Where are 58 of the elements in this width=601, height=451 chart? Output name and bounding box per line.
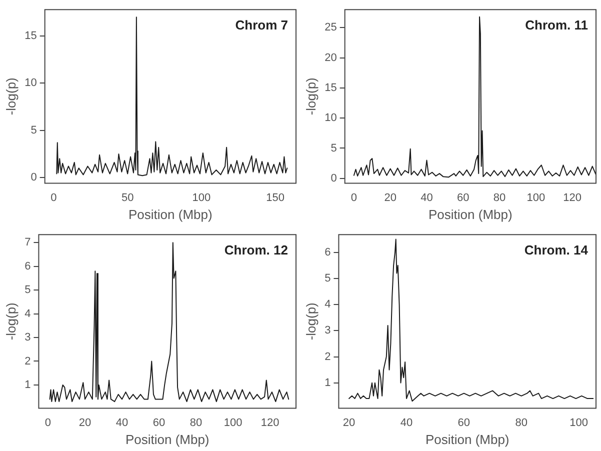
text: Chrom. 12 bbox=[224, 242, 288, 258]
y-tick-label: 0 bbox=[330, 172, 337, 184]
y-tick-label: 5 bbox=[30, 124, 37, 136]
y-tick-label: 0 bbox=[30, 172, 37, 184]
y-axis-title: -log(p) bbox=[303, 302, 318, 340]
y-axis-title: -log(p) bbox=[3, 78, 18, 116]
x-tick-label: 0 bbox=[50, 192, 57, 204]
x-tick-label: 80 bbox=[190, 416, 202, 429]
x-tick-label: 40 bbox=[116, 416, 128, 429]
y-tick-label: 15 bbox=[24, 30, 37, 42]
x-tick-label: 150 bbox=[266, 192, 284, 204]
y-tick-label: 20 bbox=[324, 52, 337, 64]
text: Chrom 7 bbox=[235, 18, 288, 33]
x-tick-label: 60 bbox=[152, 416, 166, 429]
y-tick-label: 2 bbox=[324, 350, 331, 363]
y-tick-label: 6 bbox=[324, 246, 331, 258]
x-tick-label: 40 bbox=[400, 416, 413, 429]
y-tick-label: 1 bbox=[324, 376, 331, 389]
y-tick-label: 10 bbox=[24, 77, 37, 90]
x-tick-label: 20 bbox=[384, 192, 396, 204]
y-tick-label: 1 bbox=[24, 378, 31, 391]
y-tick-label: 5 bbox=[330, 142, 337, 154]
text: Chrom. 14 bbox=[524, 242, 589, 258]
x-tick-label: 60 bbox=[457, 192, 470, 204]
y-tick-label: 6 bbox=[24, 260, 31, 272]
y-tick-label: 2 bbox=[24, 355, 31, 368]
x-axis-title: Position (Mbp) bbox=[425, 432, 510, 447]
y-tick-label: 3 bbox=[324, 324, 331, 337]
x-tick-label: 100 bbox=[570, 416, 588, 429]
x-axis-title: Position (Mbp) bbox=[428, 206, 512, 222]
x-axis-title: Position (Mbp) bbox=[128, 206, 212, 222]
x-tick-label: 60 bbox=[458, 416, 470, 429]
x-tick-label: 0 bbox=[350, 192, 357, 204]
y-tick-label: 7 bbox=[24, 236, 31, 249]
y-tick-label: 15 bbox=[324, 82, 337, 94]
x-tick-label: 80 bbox=[515, 416, 528, 429]
x-tick-label: 20 bbox=[342, 416, 356, 429]
x-tick-label: 20 bbox=[78, 416, 92, 429]
y-tick-label: 5 bbox=[324, 272, 331, 284]
x-tick-label: 0 bbox=[44, 416, 52, 429]
text: Chrom. 11 bbox=[525, 18, 588, 33]
x-tick-label: 100 bbox=[224, 416, 242, 429]
x-tick-label: 100 bbox=[526, 192, 546, 204]
x-tick-label: 120 bbox=[260, 416, 280, 429]
x-tick-label: 40 bbox=[420, 192, 433, 204]
y-axis-title: -log(p) bbox=[3, 302, 18, 340]
x-tick-label: 100 bbox=[192, 192, 211, 204]
y-tick-label: 4 bbox=[324, 298, 331, 311]
y-axis-title: -log(p) bbox=[303, 78, 318, 116]
x-axis-title: Position (Mbp) bbox=[125, 432, 210, 447]
y-tick-label: 5 bbox=[24, 284, 31, 296]
x-tick-label: 80 bbox=[493, 192, 506, 204]
y-tick-label: 25 bbox=[324, 22, 337, 34]
y-tick-label: 10 bbox=[324, 112, 337, 124]
y-tick-label: 4 bbox=[24, 308, 31, 320]
y-tick-label: 3 bbox=[24, 332, 31, 344]
x-tick-label: 50 bbox=[121, 192, 134, 204]
x-tick-label: 120 bbox=[563, 192, 582, 204]
